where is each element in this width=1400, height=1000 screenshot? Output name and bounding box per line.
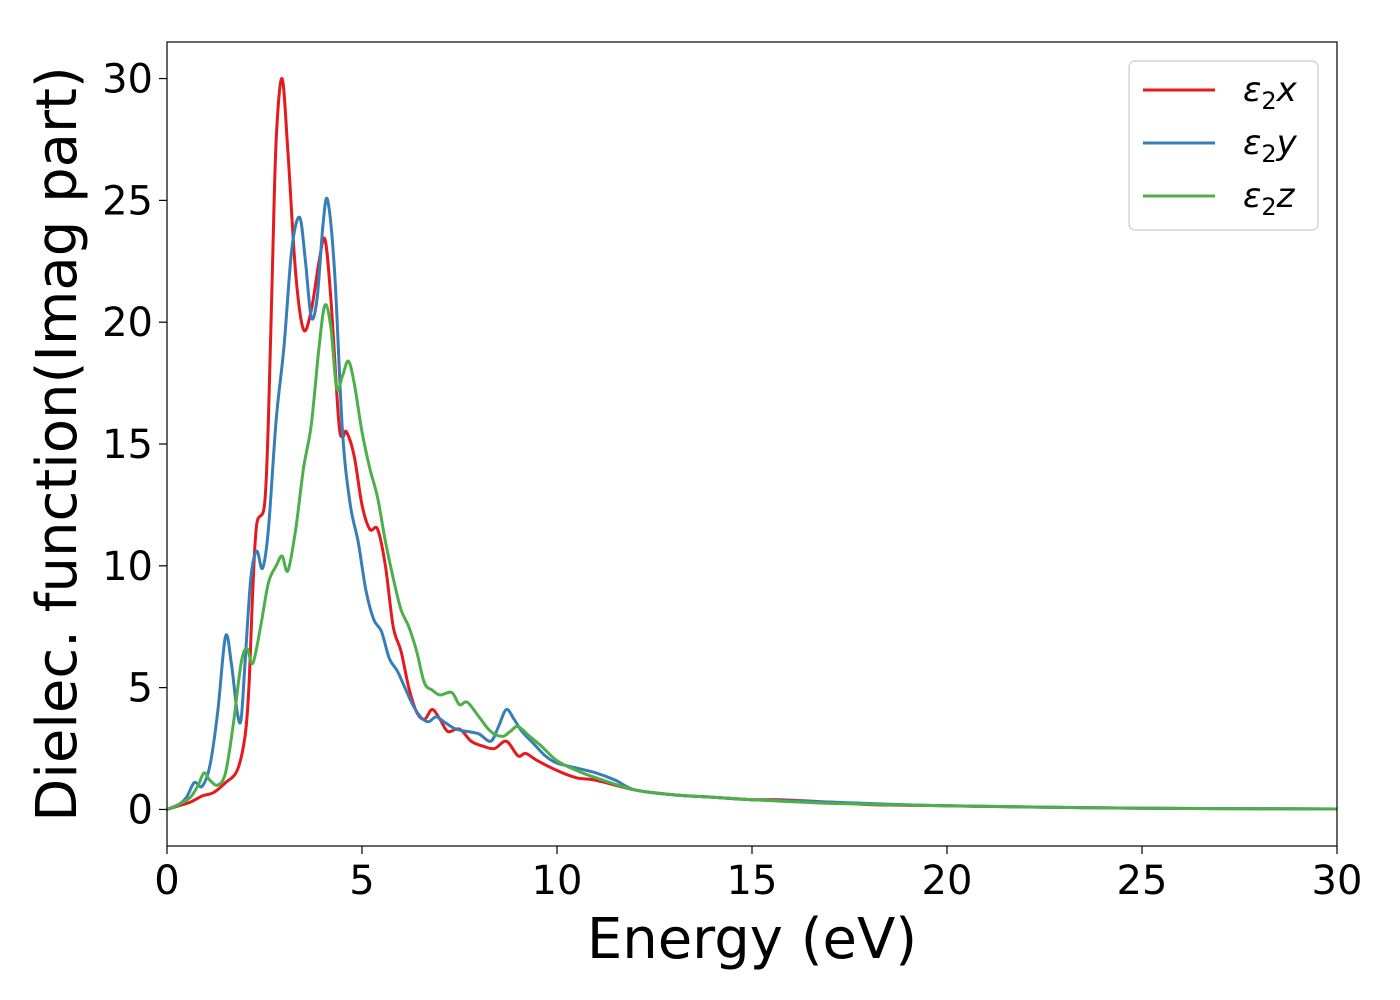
x-tick-label: 30 [1312,858,1363,904]
x-axis: 0 5 10 15 20 25 30 [154,846,1362,904]
plot-lines [167,77,1337,811]
x-tick-label: 25 [1117,858,1168,904]
y-tick-label: 0 [128,787,153,833]
series-line-y [167,196,1337,811]
y-tick-label: 10 [102,544,153,590]
x-tick-label: 10 [532,858,583,904]
legend-label: ε2x [1243,70,1298,115]
y-tick-label: 5 [128,666,153,712]
y-axis-label: Dielec. function(Imag part) [25,66,90,822]
y-tick-label: 25 [102,178,153,224]
y-tick-label: 20 [102,300,153,346]
x-tick-label: 5 [349,858,374,904]
x-tick-label: 15 [727,858,778,904]
legend-label: ε2z [1243,176,1296,221]
y-axis: 0 5 10 15 20 25 30 [102,57,167,833]
legend-label: ε2y [1243,123,1298,168]
legend: ε2x ε2y ε2z [1128,60,1319,231]
series-line-z [167,303,1337,811]
y-tick-label: 30 [102,57,153,103]
x-tick-label: 20 [922,858,973,904]
x-axis-label: Energy (eV) [587,907,917,972]
y-tick-label: 15 [102,422,153,468]
legend-box [1128,60,1319,231]
x-tick-label: 0 [154,858,179,904]
